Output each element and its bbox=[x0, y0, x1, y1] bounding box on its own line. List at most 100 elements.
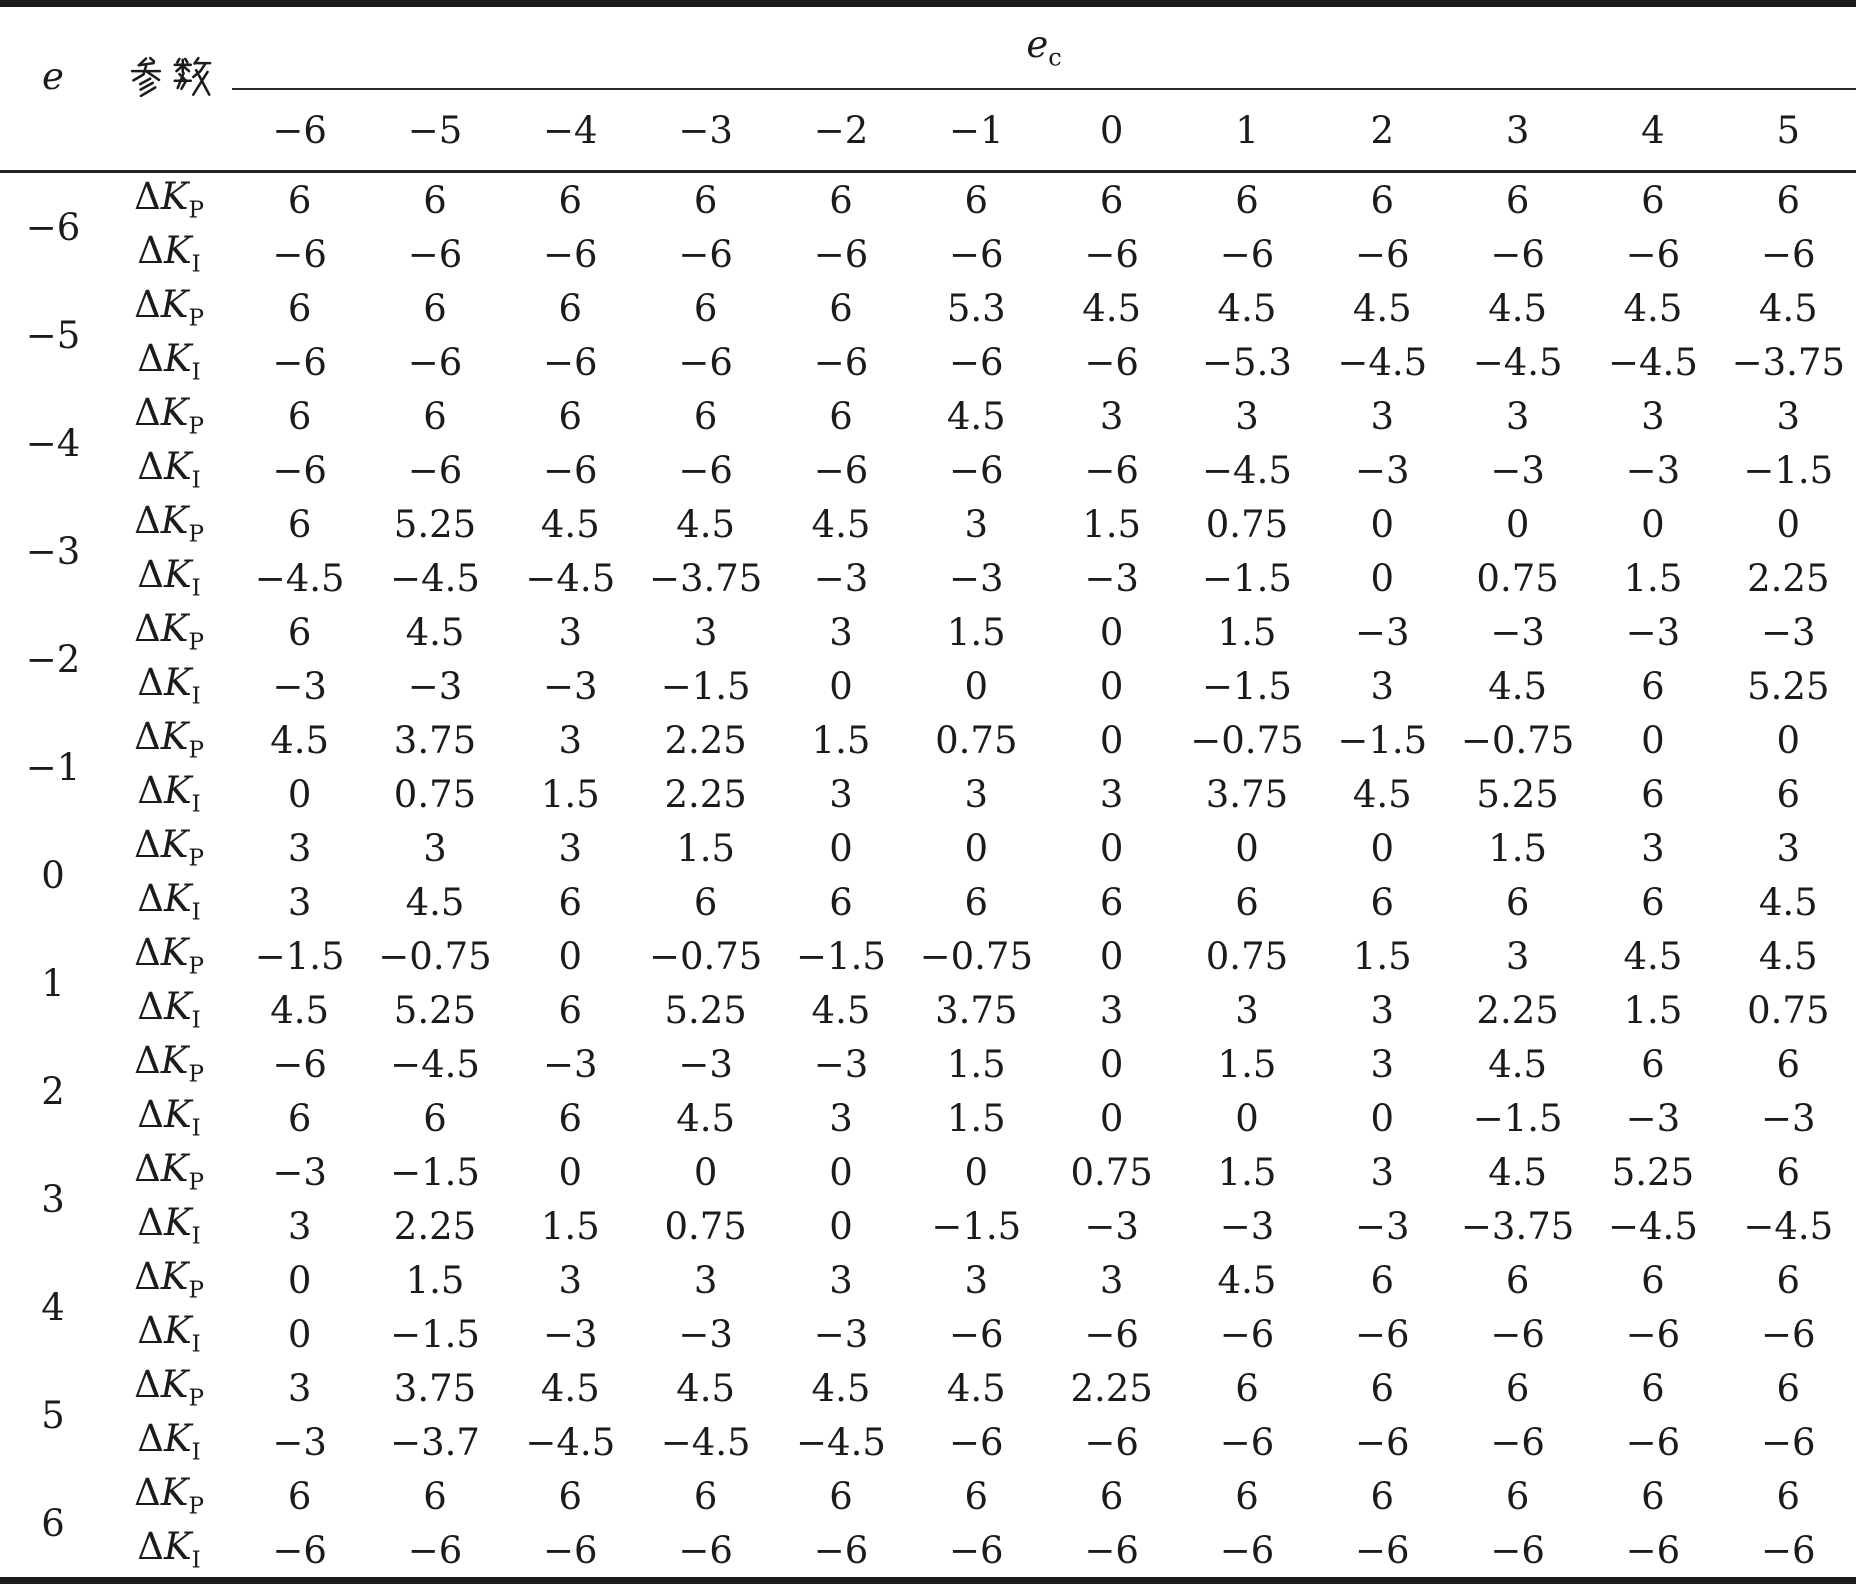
value-cell: 4.5 bbox=[1488, 286, 1548, 330]
value-cell: 6 bbox=[1235, 178, 1259, 222]
value-cell: 6 bbox=[423, 1096, 447, 1140]
value-cell: −3 bbox=[1355, 610, 1410, 654]
value-cell: 0 bbox=[1099, 664, 1124, 708]
ec-col-header: −1 bbox=[908, 89, 1044, 173]
param-label-text: 参数 bbox=[215, 55, 216, 56]
table-row: −4 ΔKP 6 6 6 6 6 4.5 3 3 3 3 3 3 bbox=[0, 389, 1856, 462]
value-cell: −3 bbox=[1625, 610, 1681, 654]
value-cell: 0 bbox=[1641, 718, 1665, 762]
param-cell: ΔKP bbox=[134, 1254, 204, 1304]
value-cell: 3 bbox=[287, 1366, 312, 1410]
value-cell: 4.5 bbox=[676, 1366, 736, 1410]
value-cell: 6 bbox=[964, 178, 989, 222]
value-cell: 3.75 bbox=[393, 1366, 477, 1410]
value-cell: 4.5 bbox=[1488, 664, 1548, 708]
value-cell: 6 bbox=[558, 286, 583, 330]
value-cell: −6 bbox=[949, 1312, 1004, 1356]
value-cell: 6 bbox=[287, 178, 312, 222]
param-cell: ΔKI bbox=[137, 1416, 201, 1466]
header-row-main: e bbox=[0, 3, 1856, 173]
value-cell: −3 bbox=[1219, 1204, 1275, 1248]
value-cell: −4.5 bbox=[525, 1420, 616, 1464]
value-cell: 4.5 bbox=[1352, 286, 1412, 330]
value-cell: −4.5 bbox=[1472, 340, 1563, 384]
value-cell: 1.5 bbox=[1623, 988, 1683, 1032]
value-cell: −6 bbox=[949, 448, 1004, 492]
value-cell: 3 bbox=[558, 1258, 583, 1302]
value-cell: −6 bbox=[1084, 1312, 1139, 1356]
value-cell: −6 bbox=[813, 1528, 869, 1572]
value-cell: 1.5 bbox=[946, 1096, 1006, 1140]
value-cell: −4.5 bbox=[390, 1042, 480, 1086]
value-cell: 3 bbox=[287, 880, 312, 924]
value-cell: 2.25 bbox=[664, 718, 747, 762]
value-cell: 6 bbox=[1235, 880, 1259, 924]
value-cell: 4.5 bbox=[270, 988, 330, 1032]
param-cell: ΔKP bbox=[134, 822, 204, 872]
value-cell: 0.75 bbox=[1476, 556, 1559, 600]
value-cell: 0 bbox=[829, 664, 853, 708]
value-cell: −6 bbox=[543, 340, 598, 384]
value-cell: 5.25 bbox=[664, 988, 747, 1032]
value-cell: 6 bbox=[287, 286, 312, 330]
value-cell: −3 bbox=[1625, 448, 1681, 492]
value-cell: −4.5 bbox=[1743, 1204, 1834, 1248]
value-cell: 6 bbox=[1235, 1474, 1259, 1518]
value-cell: −3.7 bbox=[390, 1420, 480, 1464]
value-cell: 4.5 bbox=[676, 502, 736, 546]
value-cell: −1.5 bbox=[254, 934, 345, 978]
value-cell: 6 bbox=[558, 880, 583, 924]
value-cell: −3 bbox=[543, 1042, 598, 1086]
value-cell: 6 bbox=[693, 394, 718, 438]
value-cell: −3 bbox=[272, 664, 327, 708]
e-value-cell: 3 bbox=[41, 1177, 65, 1221]
value-cell: −3 bbox=[1084, 1204, 1139, 1248]
value-cell: 0 bbox=[964, 1150, 989, 1194]
param-cell: ΔKP bbox=[134, 1362, 204, 1412]
value-cell: 4.5 bbox=[1352, 772, 1412, 816]
value-cell: −6 bbox=[272, 340, 327, 384]
value-cell: −3 bbox=[813, 556, 869, 600]
value-cell: 4.5 bbox=[270, 718, 330, 762]
value-cell: −3 bbox=[272, 1420, 327, 1464]
value-cell: 3 bbox=[1370, 988, 1395, 1032]
e-value-cell: −3 bbox=[25, 529, 81, 573]
value-cell: 6 bbox=[1505, 1366, 1530, 1410]
value-cell: −0.75 bbox=[1190, 718, 1304, 762]
ec-col-header: 2 bbox=[1314, 89, 1450, 173]
value-cell: −4.5 bbox=[1337, 340, 1428, 384]
value-cell: 2.25 bbox=[1476, 988, 1559, 1032]
value-cell: 3 bbox=[558, 718, 583, 762]
value-cell: 3 bbox=[1370, 664, 1395, 708]
value-cell: 6 bbox=[1641, 664, 1665, 708]
value-cell: −6 bbox=[1490, 1528, 1545, 1572]
value-cell: −3 bbox=[272, 1150, 327, 1194]
e-value-cell: 6 bbox=[41, 1501, 65, 1545]
value-cell: 6 bbox=[1505, 1474, 1530, 1518]
value-cell: 4.5 bbox=[1758, 286, 1818, 330]
value-cell: 6 bbox=[287, 394, 312, 438]
value-cell: 3 bbox=[1776, 394, 1801, 438]
value-cell: 0 bbox=[1099, 1042, 1124, 1086]
value-cell: 3 bbox=[287, 1204, 312, 1248]
value-cell: 3 bbox=[558, 610, 583, 654]
value-cell: −6 bbox=[272, 232, 327, 276]
value-cell: 4.5 bbox=[1623, 286, 1683, 330]
value-cell: 3 bbox=[1235, 988, 1259, 1032]
table-row: 3 ΔKP −3 −1.5 0 0 0 0 0.75 1.5 3 4.5 5.25 6 bbox=[0, 1145, 1856, 1218]
value-cell: −6 bbox=[678, 448, 733, 492]
value-cell: 2.25 bbox=[393, 1204, 477, 1248]
value-cell: 6 bbox=[1641, 1474, 1665, 1518]
e-value-cell: −4 bbox=[25, 421, 81, 465]
value-cell: −6 bbox=[1761, 1528, 1816, 1572]
value-cell: 6 bbox=[287, 1474, 312, 1518]
value-cell: −1.5 bbox=[1202, 556, 1292, 600]
value-cell: 6 bbox=[1776, 1474, 1801, 1518]
value-cell: −6 bbox=[1355, 1528, 1410, 1572]
value-cell: −1.5 bbox=[660, 664, 751, 708]
value-cell: 4.5 bbox=[1758, 934, 1818, 978]
value-cell: −3.75 bbox=[1731, 340, 1845, 384]
value-cell: −0.75 bbox=[378, 934, 492, 978]
value-cell: 3 bbox=[287, 826, 312, 870]
value-cell: −6 bbox=[1355, 232, 1410, 276]
